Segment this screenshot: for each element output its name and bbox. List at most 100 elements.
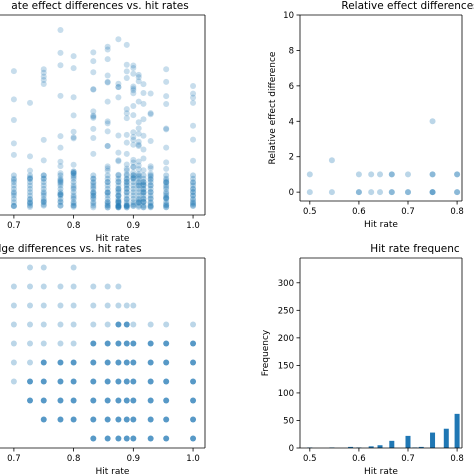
data-point [57, 179, 64, 186]
data-point [104, 397, 111, 404]
y-tick-label: 0 [289, 444, 294, 454]
data-point [70, 185, 77, 192]
data-point [130, 182, 137, 189]
data-point [123, 201, 130, 208]
data-point [454, 171, 461, 178]
data-point [388, 189, 395, 196]
x-tick-label: 0.9 [127, 454, 141, 464]
data-point [40, 157, 47, 164]
data-point [130, 70, 137, 77]
data-point [135, 158, 142, 165]
data-point [130, 340, 137, 347]
data-point [27, 202, 34, 209]
data-point [27, 264, 34, 271]
data-point [135, 125, 142, 132]
data-point [130, 85, 137, 92]
data-point [163, 190, 170, 197]
data-point [27, 397, 34, 404]
data-point [70, 264, 77, 271]
data-point [377, 171, 384, 178]
data-point [115, 171, 122, 178]
data-point [429, 189, 436, 196]
data-point [123, 189, 130, 196]
data-point [135, 199, 142, 206]
data-point [140, 189, 147, 196]
data-point [10, 340, 17, 347]
data-point [123, 68, 130, 75]
data-point [135, 182, 142, 189]
data-point [40, 359, 47, 366]
data-point [190, 136, 197, 143]
data-point [115, 340, 122, 347]
data-point [163, 182, 170, 189]
data-point [140, 181, 147, 188]
data-point [454, 189, 461, 196]
data-point [10, 182, 17, 189]
data-point [147, 185, 154, 192]
data-point [70, 170, 77, 177]
data-point [27, 153, 34, 160]
data-point [104, 199, 111, 206]
data-point [123, 416, 130, 423]
data-point [90, 113, 97, 120]
data-point [40, 199, 47, 206]
data-point [163, 194, 170, 201]
data-point [90, 435, 97, 442]
data-point [429, 189, 436, 196]
data-point [90, 195, 97, 202]
data-point [140, 199, 147, 206]
data-point [140, 146, 147, 153]
data-point [190, 157, 197, 164]
data-point [40, 283, 47, 290]
panel-bottom-left [0, 257, 206, 452]
x-tick-label: 0.7 [7, 221, 21, 231]
data-point [40, 66, 47, 73]
x-tick-label: 0.5 [303, 207, 317, 217]
data-point [123, 195, 130, 202]
data-point [147, 397, 154, 404]
data-point [104, 204, 111, 211]
data-point [104, 185, 111, 192]
data-point [40, 192, 47, 199]
data-point [90, 69, 97, 76]
data-point [135, 195, 142, 202]
data-point [10, 117, 17, 124]
data-point [115, 178, 122, 185]
data-point [130, 159, 137, 166]
y-tick-label: 250 [278, 306, 294, 316]
data-point [40, 175, 47, 182]
data-point [130, 435, 137, 442]
data-point [163, 199, 170, 206]
data-point [70, 172, 77, 179]
data-point [115, 189, 122, 196]
y-tick-label: 6 [289, 82, 294, 92]
data-point [90, 58, 97, 65]
panel-bottom-right [296, 257, 463, 452]
data-point [10, 175, 17, 182]
data-point [115, 435, 122, 442]
data-point [140, 178, 147, 185]
data-point [27, 99, 34, 106]
data-point [377, 189, 384, 196]
y-tick-label: 10 [283, 11, 294, 21]
data-point [57, 172, 64, 179]
data-point [405, 189, 411, 196]
data-point [130, 172, 137, 179]
data-point [135, 166, 142, 173]
data-point [123, 202, 130, 209]
data-point [135, 172, 142, 179]
data-point [40, 302, 47, 309]
data-point [135, 130, 142, 137]
y-tick-label: 100 [278, 389, 294, 399]
data-point [140, 116, 147, 123]
data-point [115, 149, 122, 156]
data-point [104, 72, 111, 79]
data-point [140, 181, 147, 188]
data-point [123, 115, 130, 122]
data-point [70, 168, 77, 175]
data-point [115, 132, 122, 139]
data-point [90, 204, 97, 211]
data-point [27, 195, 34, 202]
data-point [10, 179, 17, 186]
